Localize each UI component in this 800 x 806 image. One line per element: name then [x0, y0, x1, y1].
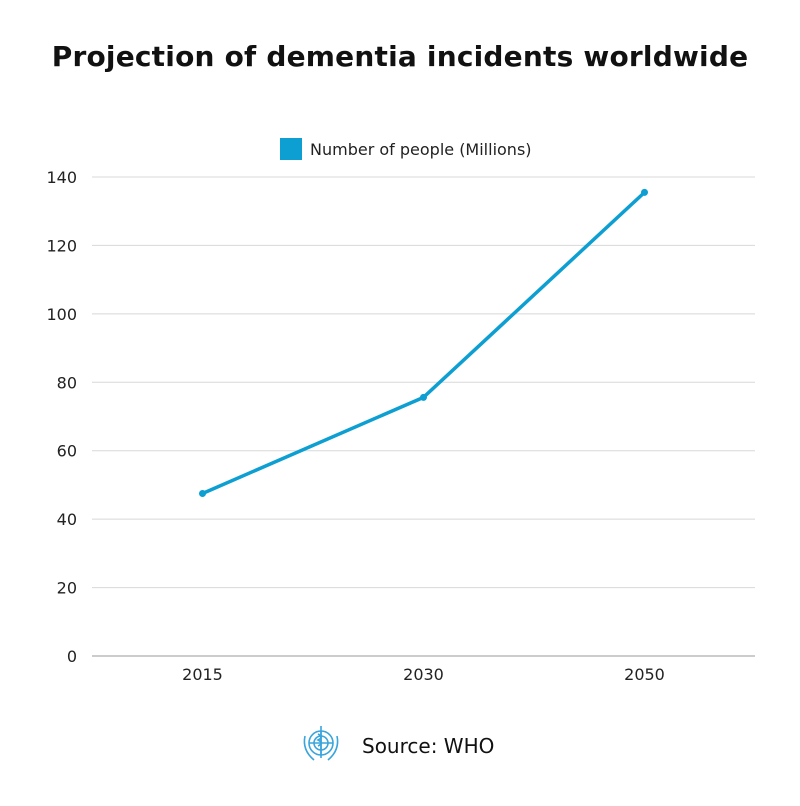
legend: Number of people (Millions): [280, 138, 532, 160]
chart-title: Projection of dementia incidents worldwi…: [51, 40, 749, 73]
y-tick-label: 0: [67, 647, 77, 666]
series-line: [201, 191, 646, 496]
y-tick-label: 60: [57, 442, 77, 461]
legend-label: Number of people (Millions): [310, 139, 532, 159]
data-point: [641, 188, 648, 196]
x-tick-label: 2015: [182, 665, 223, 684]
y-tick-label: 120: [46, 236, 77, 255]
who-logo-icon: [303, 726, 339, 761]
y-tick-label: 100: [46, 305, 77, 324]
x-tick-label: 2050: [624, 665, 665, 684]
legend-swatch: [280, 138, 302, 160]
data-point: [420, 393, 427, 401]
x-tick-label: 2030: [403, 665, 444, 684]
data-point: [199, 489, 206, 497]
y-tick-label: 20: [57, 579, 77, 598]
y-tick-label: 80: [57, 373, 77, 392]
y-tick-label: 140: [46, 168, 77, 187]
source-text: Source: WHO: [362, 734, 495, 758]
y-tick-label: 40: [57, 510, 77, 529]
source: Source: WHO: [298, 724, 494, 768]
